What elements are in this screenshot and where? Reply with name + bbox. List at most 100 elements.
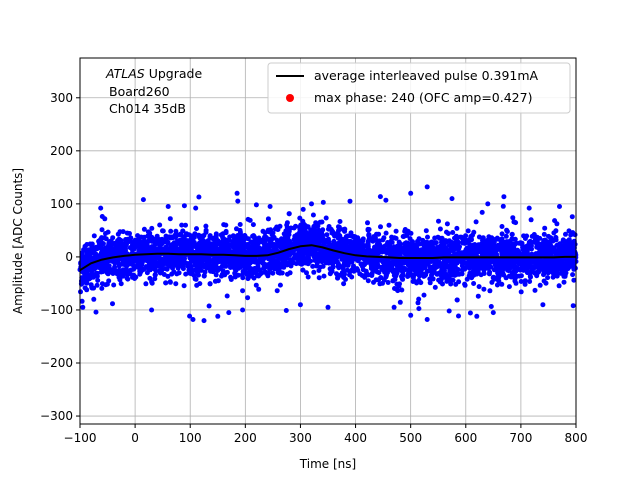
data-point xyxy=(431,263,437,269)
data-point xyxy=(173,245,179,251)
data-point xyxy=(567,247,573,253)
data-point xyxy=(548,249,554,255)
data-point xyxy=(173,281,179,287)
data-point xyxy=(103,236,109,242)
data-point xyxy=(141,226,147,232)
data-point xyxy=(118,281,124,287)
data-point xyxy=(194,226,199,232)
data-point xyxy=(330,257,336,262)
data-point xyxy=(383,230,389,236)
data-point xyxy=(571,277,577,283)
data-point xyxy=(556,283,562,289)
data-point xyxy=(386,242,392,247)
data-point xyxy=(340,236,345,242)
data-point xyxy=(368,264,374,269)
data-point xyxy=(349,240,354,246)
data-point xyxy=(378,275,384,281)
data-point xyxy=(563,231,568,237)
data-point xyxy=(362,260,368,266)
data-point xyxy=(471,265,477,271)
data-point xyxy=(163,244,169,250)
data-point xyxy=(320,248,326,253)
data-point xyxy=(479,263,485,269)
data-point xyxy=(335,275,341,281)
data-point xyxy=(471,281,477,286)
data-point xyxy=(300,267,306,273)
data-point xyxy=(389,234,395,240)
data-point xyxy=(415,257,421,263)
data-point xyxy=(358,261,364,267)
data-point xyxy=(548,235,554,241)
data-point-outlier xyxy=(540,302,546,308)
data-point xyxy=(244,263,250,269)
data-point xyxy=(448,281,454,287)
data-point xyxy=(245,295,251,301)
data-point xyxy=(141,242,147,248)
data-point xyxy=(167,260,173,266)
average-pulse-line xyxy=(79,244,576,272)
data-point xyxy=(270,270,276,276)
data-point xyxy=(456,279,462,285)
data-point xyxy=(557,241,563,247)
data-point xyxy=(252,246,258,252)
data-point xyxy=(265,216,271,222)
data-point xyxy=(158,258,164,264)
data-point xyxy=(478,245,484,251)
data-point xyxy=(194,268,199,274)
data-point xyxy=(186,243,192,249)
data-point xyxy=(168,245,174,251)
data-point xyxy=(171,240,177,246)
data-point xyxy=(92,263,98,269)
data-point xyxy=(460,239,466,245)
data-point xyxy=(142,246,148,252)
data-point xyxy=(561,279,567,285)
data-point-outlier xyxy=(474,313,480,319)
data-point xyxy=(300,206,306,212)
data-point xyxy=(213,261,219,267)
data-point xyxy=(381,277,387,283)
data-point xyxy=(93,309,99,315)
data-point xyxy=(105,229,111,235)
data-point xyxy=(223,222,229,228)
data-point-outlier xyxy=(165,204,171,209)
data-point xyxy=(218,232,224,238)
data-point xyxy=(402,227,408,232)
data-point xyxy=(399,287,405,293)
data-point xyxy=(120,259,126,265)
data-point xyxy=(105,248,111,254)
data-point xyxy=(257,267,263,273)
data-point xyxy=(499,281,505,287)
data-point xyxy=(382,260,388,265)
data-point xyxy=(473,219,479,225)
data-point xyxy=(436,270,442,276)
data-point xyxy=(310,212,316,218)
data-point xyxy=(567,263,573,269)
data-point xyxy=(411,264,417,270)
data-point xyxy=(318,254,324,260)
data-point xyxy=(304,270,309,276)
data-point xyxy=(413,245,419,251)
data-point xyxy=(457,234,463,240)
data-point xyxy=(511,219,517,225)
data-point xyxy=(396,251,402,257)
data-point xyxy=(135,233,141,239)
data-point xyxy=(374,252,380,257)
data-point xyxy=(117,229,123,235)
data-point xyxy=(284,222,290,228)
data-point xyxy=(465,260,471,266)
data-point xyxy=(86,254,91,259)
data-point xyxy=(477,260,483,266)
data-point xyxy=(305,255,311,261)
legend-dot-marker xyxy=(286,94,294,102)
data-point xyxy=(528,217,534,223)
data-point xyxy=(483,244,488,250)
data-point xyxy=(365,278,371,284)
data-point xyxy=(450,230,456,235)
data-point xyxy=(249,271,255,277)
y-tick-label: −200 xyxy=(40,356,73,370)
data-point xyxy=(558,248,563,254)
data-point xyxy=(396,239,402,245)
data-point xyxy=(393,228,399,234)
data-point xyxy=(189,271,195,277)
data-point xyxy=(486,271,492,277)
